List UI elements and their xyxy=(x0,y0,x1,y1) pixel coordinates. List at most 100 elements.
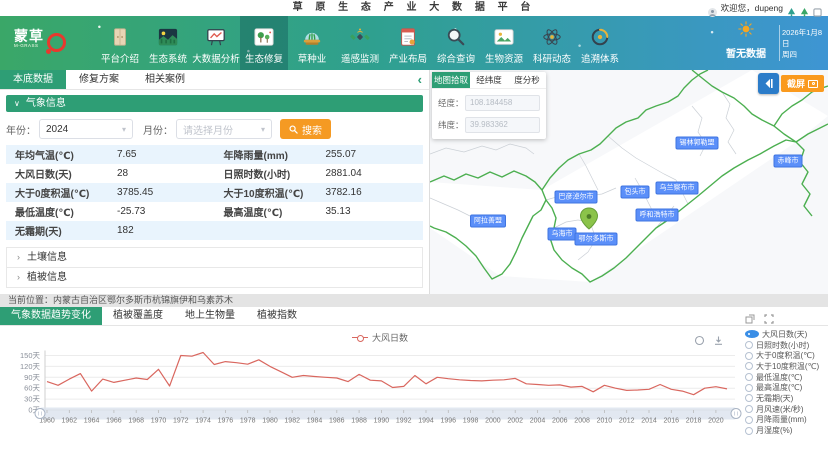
coord-tab[interactable]: 地图拾取 xyxy=(432,72,470,88)
map-label[interactable]: 锡林郭勒盟 xyxy=(675,136,719,150)
restore-icon[interactable] xyxy=(745,311,755,329)
metric-value: 2881.04 xyxy=(325,168,362,179)
brand-logo[interactable]: 蒙草 M-GRASS xyxy=(14,29,66,54)
eco-restore-icon xyxy=(251,26,277,48)
map-label[interactable]: 鄂尔多斯市 xyxy=(574,232,618,246)
location-bar: 当前位置：内蒙古自治区鄂尔多斯市杭锦旗伊和乌素苏木 xyxy=(0,294,828,307)
nav-item[interactable]: 生态修复 xyxy=(240,16,288,70)
chart-tab[interactable]: 植被指数 xyxy=(257,310,297,321)
nav-item[interactable]: 综合查询 xyxy=(432,16,480,70)
metric-row: 年均气温(℃) 7.65 年降雨量(mm) 255.07 xyxy=(6,145,423,164)
search-button[interactable]: 搜索 xyxy=(280,119,331,139)
avatar[interactable] xyxy=(707,4,717,17)
map-label[interactable]: 包头市 xyxy=(620,185,650,199)
accordion-section[interactable]: › 植被信息 xyxy=(7,268,422,288)
map-label[interactable]: 赤峰市 xyxy=(773,154,803,168)
date-widget: 2026年1月8日 周四 xyxy=(782,27,824,60)
radio-option[interactable]: 月风速(米/秒) xyxy=(745,404,823,415)
chart-tab[interactable]: 气象数据趋势变化 xyxy=(0,307,102,325)
chevron-right-icon: › xyxy=(17,252,20,262)
coord-tab[interactable]: 度分秒 xyxy=(514,75,540,85)
year-select[interactable]: 2024 ▾ xyxy=(39,119,133,139)
radio-icon xyxy=(745,405,753,414)
map-label[interactable]: 乌兰察布市 xyxy=(655,181,699,195)
metric-value: 28 xyxy=(117,168,129,179)
longitude-label: 经度： xyxy=(438,98,464,108)
radio-option[interactable]: 最高温度(℃) xyxy=(745,382,823,393)
search-icon xyxy=(289,124,298,134)
nav-item-label: 大数据分析 xyxy=(192,54,240,65)
svg-text:2008: 2008 xyxy=(574,418,590,425)
left-panel-tab[interactable]: 相关案例 xyxy=(145,74,185,85)
radio-option[interactable]: 大风日数(天) xyxy=(745,329,823,340)
radio-option[interactable]: 最低温度(℃) xyxy=(745,372,823,383)
radio-option[interactable]: 月湿度(%) xyxy=(745,425,823,436)
nav-item[interactable]: 追溯体系 xyxy=(576,16,624,70)
map-label[interactable]: 呼和浩特市 xyxy=(635,208,679,222)
screenshot-button[interactable]: 截屏 xyxy=(780,75,824,92)
radio-option[interactable]: 大于0度积温(℃) xyxy=(745,350,823,361)
radio-icon xyxy=(745,383,753,392)
left-panel-tab[interactable]: 本底数据 xyxy=(0,70,66,89)
metric-value: 35.13 xyxy=(325,206,351,217)
map-label[interactable]: 阿拉善盟 xyxy=(470,214,506,228)
radio-option[interactable]: 大于10度积温(℃) xyxy=(745,361,823,372)
theme-icon[interactable] xyxy=(787,4,796,17)
nav-item[interactable]: 大数据分析 xyxy=(192,16,240,70)
metric-cell: 无霜期(天) 182 xyxy=(6,223,215,238)
download-icon[interactable] xyxy=(713,333,724,351)
weather-widget: 暂无数据 xyxy=(720,21,772,60)
nav-item[interactable]: 遥感监测 xyxy=(336,16,384,70)
svg-text:2002: 2002 xyxy=(507,418,523,425)
camera-icon xyxy=(808,79,818,88)
map-label[interactable]: 巴彦淖尔市 xyxy=(554,190,598,204)
radio-option[interactable]: 无霜期(天) xyxy=(745,393,823,404)
radio-label: 月降雨量(mm) xyxy=(756,415,807,425)
metric-value: -25.73 xyxy=(117,206,146,217)
refresh-icon[interactable] xyxy=(694,333,705,351)
svg-text:2018: 2018 xyxy=(686,418,702,425)
fullscreen-icon[interactable] xyxy=(813,4,822,17)
nav-item[interactable]: 生态系统 xyxy=(144,16,192,70)
radio-label: 大风日数(天) xyxy=(762,329,808,339)
radio-option[interactable]: 月降雨量(mm) xyxy=(745,415,823,426)
coord-tab[interactable]: 经纬度 xyxy=(476,75,502,85)
map-label[interactable]: 乌海市 xyxy=(547,227,577,241)
chart-toolbox xyxy=(694,333,724,351)
weather-divider xyxy=(779,25,780,61)
longitude-field[interactable]: 108.184458 xyxy=(465,95,540,111)
nav-item[interactable]: 科研动态 xyxy=(528,16,576,70)
month-select[interactable]: 请选择月份 ▾ xyxy=(176,119,272,139)
chart-legend[interactable]: 大风日数 xyxy=(352,331,408,344)
tree-icon[interactable] xyxy=(800,4,809,17)
industry-layout-icon xyxy=(395,26,421,48)
weather-section-header[interactable]: ∨ 气象信息 xyxy=(6,95,423,112)
svg-text:150天: 150天 xyxy=(20,351,41,360)
fullscreen-expand-icon[interactable] xyxy=(764,311,774,329)
nav-item[interactable]: 草种业 xyxy=(288,16,336,70)
nav-item[interactable]: 平台介绍 xyxy=(96,16,144,70)
chart-tab[interactable]: 地上生物量 xyxy=(185,310,235,321)
nav-item[interactable]: 生物资源 xyxy=(480,16,528,70)
map-area[interactable]: 锡林郭勒盟赤峰市乌兰察布市 包头市 巴彦淖尔市呼和浩特市 阿拉善盟乌海市 鄂尔多斯市 地… xyxy=(430,70,828,294)
metric-label: 无霜期(天) xyxy=(15,227,62,238)
nav-item[interactable]: 产业布局 xyxy=(384,16,432,70)
location-value: 内蒙古自治区鄂尔多斯市杭锦旗伊和乌素苏木 xyxy=(53,295,234,305)
svg-text:2010: 2010 xyxy=(597,418,613,425)
metric-cell: 大风日数(天) 28 xyxy=(6,166,215,181)
radio-option[interactable]: 日照时数(小时) xyxy=(745,340,823,351)
metric-value: 182 xyxy=(117,225,134,236)
chart-tab[interactable]: 植被覆盖度 xyxy=(113,310,163,321)
panel-collapse-icon[interactable]: ‹ xyxy=(417,72,422,87)
remote-sensing-icon xyxy=(347,26,373,48)
accordion-section[interactable]: › 土壤信息 xyxy=(7,248,422,268)
logo-subtext: M-GRASS xyxy=(14,43,39,48)
radio-icon xyxy=(745,351,753,360)
left-panel-tab[interactable]: 修复方案 xyxy=(79,74,119,85)
svg-text:2006: 2006 xyxy=(552,418,568,425)
nav-item-label: 草种业 xyxy=(297,54,327,65)
trace-system-icon xyxy=(587,26,613,48)
latitude-field[interactable]: 39.983362 xyxy=(465,117,540,133)
svg-text:1990: 1990 xyxy=(374,418,390,425)
panel-toggle-button[interactable] xyxy=(757,73,779,94)
